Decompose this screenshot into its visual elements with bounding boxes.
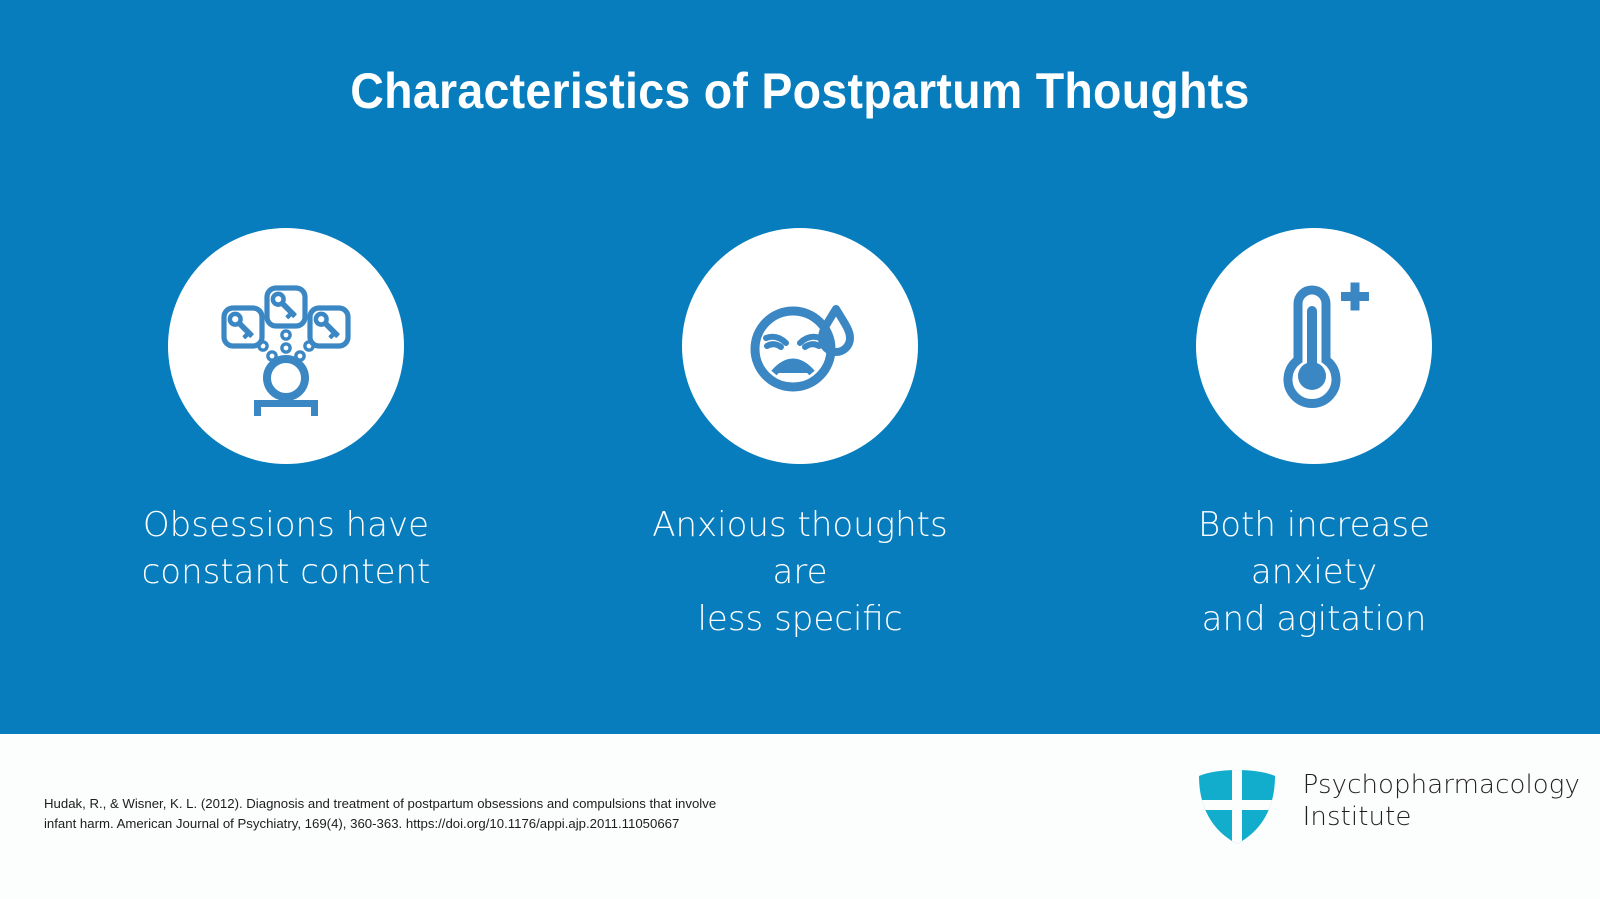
hero-panel: Characteristics of Postpartum Thoughts xyxy=(0,0,1600,734)
feature-caption-2: Anxious thoughts are less specific xyxy=(652,505,948,639)
icon-circle-2 xyxy=(682,228,918,464)
brand-lockup: Psychopharmacology Institute xyxy=(1191,756,1580,848)
feature-column-1: Obsessions have constant content xyxy=(116,228,456,643)
obsessive-thoughts-icon xyxy=(210,270,362,422)
page-title: Characteristics of Postpartum Thoughts xyxy=(350,63,1250,119)
feature-caption-3: Both increase anxiety and agitation xyxy=(1197,505,1431,639)
psychopharmacology-institute-shield-logo xyxy=(1191,756,1283,848)
feature-columns: Obsessions have constant content xyxy=(0,228,1600,643)
icon-circle-1 xyxy=(168,228,404,464)
feature-caption-1: Obsessions have constant content xyxy=(141,505,431,592)
brand-name: Psychopharmacology Institute xyxy=(1302,770,1580,832)
anxious-face-icon xyxy=(737,283,863,409)
thermometer-plus-icon xyxy=(1256,280,1372,412)
feature-column-3: Both increase anxiety and agitation xyxy=(1144,228,1484,643)
footer-bar: Hudak, R., & Wisner, K. L. (2012). Diagn… xyxy=(0,734,1600,899)
icon-circle-3 xyxy=(1196,228,1432,464)
feature-column-2: Anxious thoughts are less specific xyxy=(630,228,970,643)
citation-text: Hudak, R., & Wisner, K. L. (2012). Diagn… xyxy=(44,796,717,831)
